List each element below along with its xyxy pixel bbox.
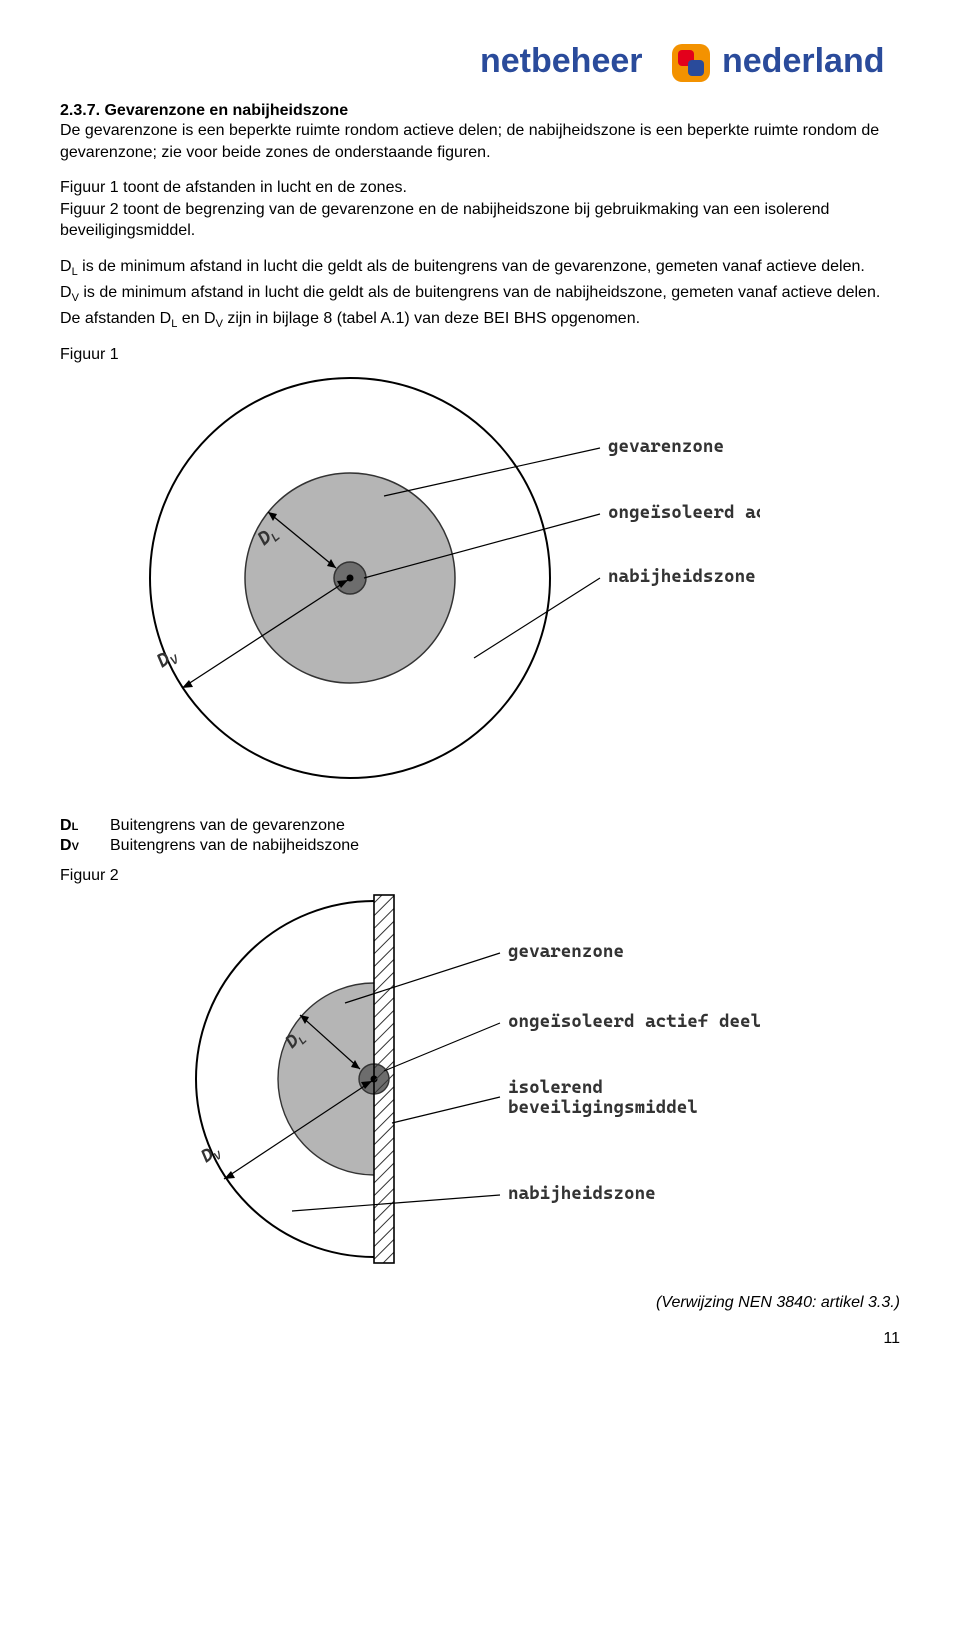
fig2-label-ongeisoleerd: ongeïsoleerd actief deel xyxy=(508,1011,760,1032)
logo-text-left: netbeheer xyxy=(480,42,643,80)
fig2-label-isolerend-1: isolerend xyxy=(508,1077,603,1098)
figure1-label: Figuur 1 xyxy=(60,346,900,364)
fig1-label-nabijheidszone: nabijheidszone xyxy=(608,566,756,587)
para5: De afstanden DL en DV zijn in bijlage 8 … xyxy=(60,308,900,332)
figure1: gevarenzone ongeïsoleerd actief deel nab… xyxy=(120,368,900,793)
logo-text-right: nederland xyxy=(722,42,884,80)
fig1-label-ongeisoleerd: ongeïsoleerd actief deel xyxy=(608,502,760,523)
fig2-label-gevarenzone: gevarenzone xyxy=(508,941,624,962)
para3: DL is de minimum afstand in lucht die ge… xyxy=(60,256,900,280)
section-heading: 2.3.7. Gevarenzone en nabijheidszone xyxy=(60,102,900,120)
legend-dv-text: Buitengrens van de nabijheidszone xyxy=(110,837,359,855)
para4: DV is de minimum afstand in lucht die ge… xyxy=(60,282,900,306)
legend-row-dv: DV Buitengrens van de nabijheidszone xyxy=(60,837,900,855)
para1: De gevarenzone is een beperkte ruimte ro… xyxy=(60,120,900,163)
figure2-label: Figuur 2 xyxy=(60,867,900,885)
legend-row-dl: DL Buitengrens van de gevarenzone xyxy=(60,817,900,835)
section-number: 2.3.7. xyxy=(60,102,100,119)
reference: (Verwijzing NEN 3840: artikel 3.3.) xyxy=(60,1294,900,1312)
fig1-label-gevarenzone: gevarenzone xyxy=(608,436,724,457)
fig2-label-isolerend-2: beveiligingsmiddel xyxy=(508,1097,698,1118)
para2-line1: Figuur 1 toont de afstanden in lucht en … xyxy=(60,179,407,196)
legend: DL Buitengrens van de gevarenzone DV Bui… xyxy=(60,817,900,855)
fig2-label-nabijheidszone: nabijheidszone xyxy=(508,1183,656,1204)
brand-logo: netbeheer nederland xyxy=(480,40,900,86)
page-number: 11 xyxy=(60,1330,900,1348)
section-title: Gevarenzone en nabijheidszone xyxy=(104,102,348,119)
legend-dl-text: Buitengrens van de gevarenzone xyxy=(110,817,345,835)
para2: Figuur 1 toont de afstanden in lucht en … xyxy=(60,177,900,242)
para2-line2: Figuur 2 toont de begrenzing van de geva… xyxy=(60,201,829,240)
figure2: gevarenzone ongeïsoleerd actief deel iso… xyxy=(120,889,900,1274)
logo-bar: netbeheer nederland xyxy=(60,40,900,86)
